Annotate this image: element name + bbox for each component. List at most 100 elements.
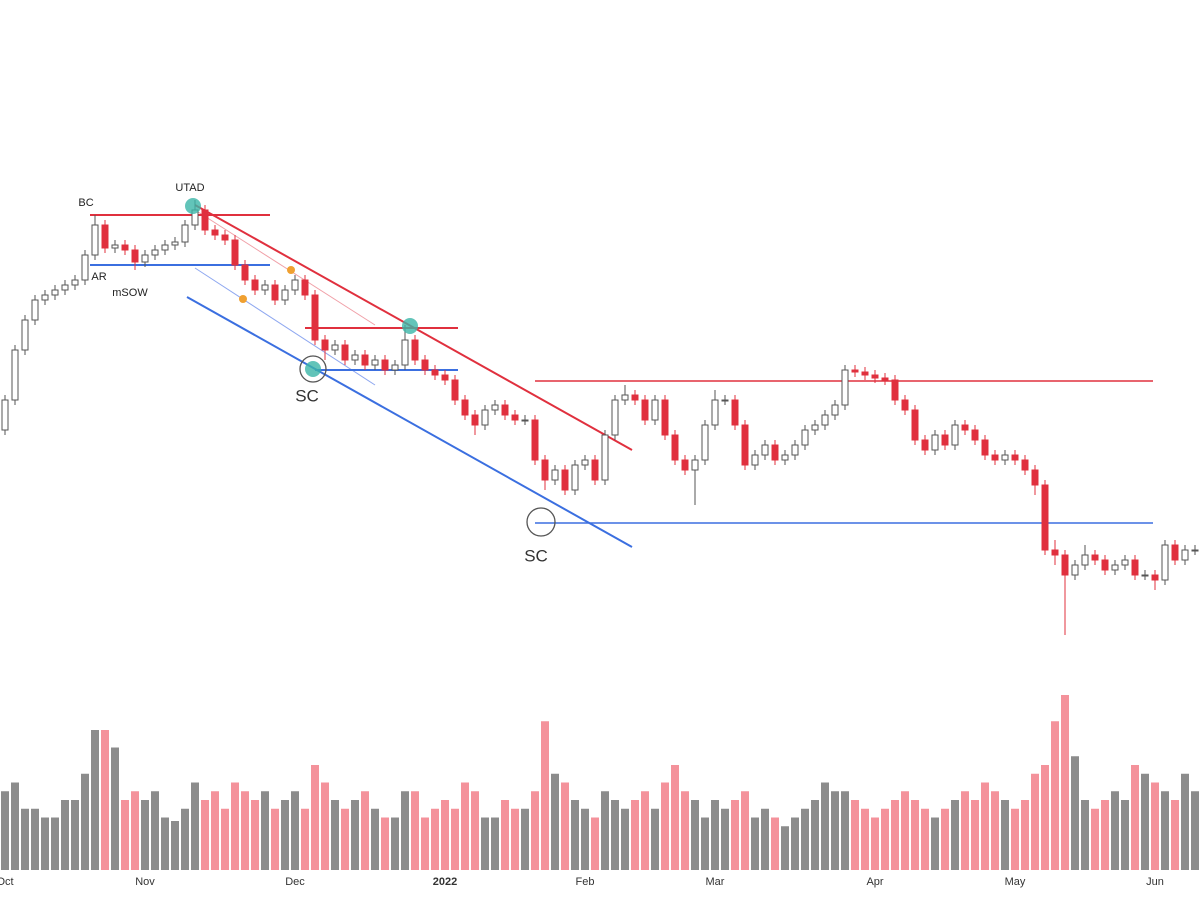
volume-bar xyxy=(101,730,109,870)
volume-bar xyxy=(191,782,199,870)
volume-bar xyxy=(71,800,79,870)
candle-body xyxy=(431,369,439,376)
volume-bar xyxy=(231,782,239,870)
dot xyxy=(287,266,295,274)
candle-body xyxy=(41,294,49,301)
candle-body xyxy=(391,364,399,371)
volume-bar xyxy=(1091,808,1099,870)
channel-line xyxy=(186,296,633,548)
volume-bar xyxy=(691,800,699,870)
candle-body xyxy=(921,439,929,451)
candle-body xyxy=(331,344,339,351)
volume-bar xyxy=(1181,773,1189,870)
candles xyxy=(1,200,1199,635)
volume-bar xyxy=(571,800,579,870)
volume-bar xyxy=(121,800,129,870)
candle-body xyxy=(631,394,639,401)
candle-body xyxy=(1051,549,1059,556)
candle-body xyxy=(461,399,469,416)
volume-bar xyxy=(961,791,969,870)
volume-bar xyxy=(341,808,349,870)
volume-bar xyxy=(651,808,659,870)
candle-body xyxy=(1031,469,1039,486)
volume-bar xyxy=(1071,756,1079,870)
volume-bar xyxy=(431,808,439,870)
marker xyxy=(402,318,418,334)
volume-bar xyxy=(561,782,569,870)
candle-body xyxy=(131,249,139,263)
volume-bar xyxy=(421,817,429,870)
dot xyxy=(239,295,247,303)
volume-bar xyxy=(531,791,539,870)
trend-line-thin xyxy=(194,209,376,326)
volume-bar xyxy=(351,800,359,870)
candle-body xyxy=(1111,564,1119,571)
volume-bar xyxy=(661,782,669,870)
volume-bar xyxy=(461,782,469,870)
volume-bar xyxy=(731,800,739,870)
markers xyxy=(185,198,556,537)
candle-body xyxy=(641,399,649,421)
candle-body xyxy=(701,424,709,461)
volume-bar xyxy=(481,817,489,870)
candle-body xyxy=(601,434,609,481)
candle-body xyxy=(581,459,589,466)
candle-body xyxy=(271,284,279,301)
volume-bar xyxy=(321,782,329,870)
candle-body xyxy=(171,241,179,246)
volume-bar xyxy=(641,791,649,870)
volume-bar xyxy=(181,808,189,870)
candle-body xyxy=(411,339,419,361)
candle-body xyxy=(81,254,89,281)
candle-body xyxy=(621,394,629,401)
candle-body xyxy=(711,399,719,426)
candle-body xyxy=(71,279,79,286)
x-tick-label: Mar xyxy=(706,876,725,888)
volume-bar xyxy=(51,817,59,870)
candle-body xyxy=(881,377,889,381)
candle-body xyxy=(361,354,369,366)
candle-body xyxy=(291,279,299,291)
candle-body xyxy=(831,404,839,416)
candle-body xyxy=(1101,559,1109,571)
candle-body xyxy=(101,224,109,249)
ring xyxy=(526,507,556,537)
volume-bar xyxy=(471,791,479,870)
volume-bar xyxy=(981,782,989,870)
volume-bar xyxy=(1001,800,1009,870)
candle-body xyxy=(951,424,959,446)
volume-bar xyxy=(901,791,909,870)
candle-body xyxy=(991,454,999,461)
x-tick-label: Apr xyxy=(866,876,883,888)
volume-bar xyxy=(1051,721,1059,870)
volume-bar xyxy=(271,808,279,870)
candle-body xyxy=(651,399,659,421)
volume-bar xyxy=(541,721,549,870)
volume-bar xyxy=(601,791,609,870)
candle-body xyxy=(1041,484,1049,551)
candle-body xyxy=(821,414,829,426)
candle-body xyxy=(551,469,559,481)
volume-bar xyxy=(1191,791,1199,870)
volume-bar xyxy=(241,791,249,870)
annotation: AR xyxy=(91,271,106,283)
volume-bar xyxy=(521,808,529,870)
volume-bar xyxy=(991,791,999,870)
candle-body xyxy=(941,434,949,446)
candle-body xyxy=(441,374,449,381)
volume-bar xyxy=(1121,800,1129,870)
volume-bar xyxy=(361,791,369,870)
volume-bar xyxy=(41,817,49,870)
candle-body xyxy=(1091,554,1099,561)
volume-bar xyxy=(841,791,849,870)
candle-body xyxy=(1021,459,1029,471)
volume-bar xyxy=(61,800,69,870)
candle-body xyxy=(851,369,859,373)
candle-body xyxy=(341,344,349,361)
candle-body xyxy=(1141,574,1149,577)
volume-bar xyxy=(1,791,9,870)
candle-body xyxy=(351,354,359,361)
volume-bar xyxy=(401,791,409,870)
candle-body xyxy=(61,284,69,291)
candle-body xyxy=(741,424,749,466)
